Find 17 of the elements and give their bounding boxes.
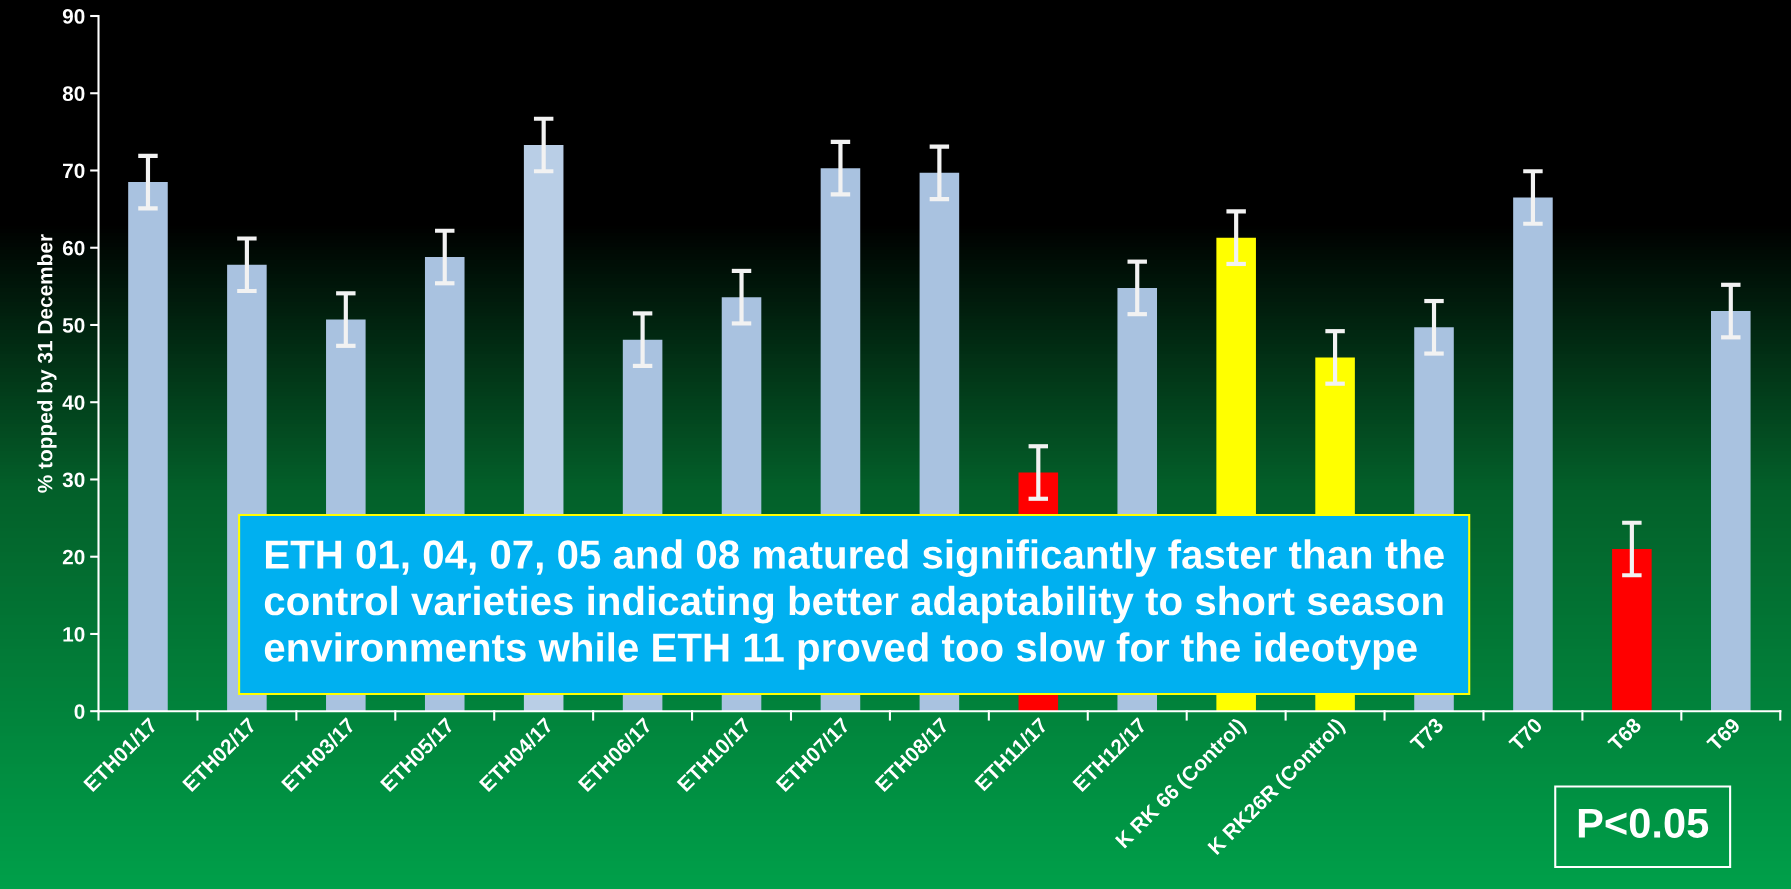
y-tick-label: 20 — [62, 549, 85, 565]
x-tick-label: T69 — [1705, 716, 1742, 753]
y-tick-label: 50 — [62, 317, 85, 333]
y-tick-label: 80 — [62, 86, 85, 101]
x-tick-label: T68 — [1607, 716, 1643, 753]
y-axis-title: % topped by 31 December — [37, 234, 57, 493]
text: P<0.05 — [1578, 808, 1709, 838]
y-tick-label: 90 — [62, 9, 85, 24]
y-tick-label: 10 — [63, 626, 85, 642]
x-tick-label: T73 — [1409, 716, 1445, 753]
y-tick-label: 70 — [63, 163, 85, 179]
x-tick-label: T70 — [1508, 717, 1544, 753]
annotation: ETH 01, 04, 07, 05 and 08 matured significantly faster than the control varieties indicating better adaptability to short season environments while ETH 11 proved too slow for the ideotype — [264, 539, 1444, 670]
y-tick-label: 40 — [62, 395, 85, 410]
y-tick-label: 0 — [74, 704, 85, 719]
y-tick-label: 30 — [62, 472, 85, 488]
y-tick-label: 60 — [62, 240, 85, 256]
